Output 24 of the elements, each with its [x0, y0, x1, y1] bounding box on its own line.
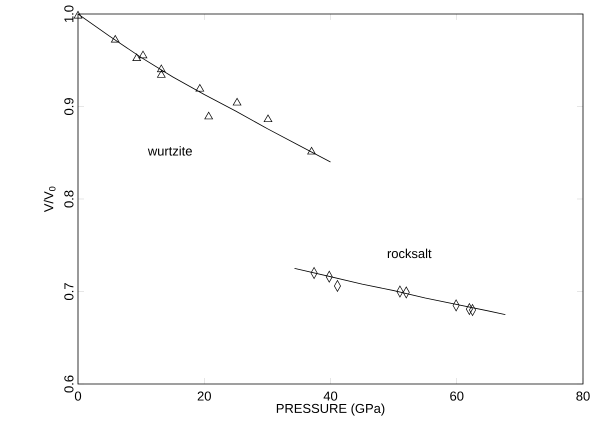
y-tick-label: 0.6	[64, 376, 74, 392]
point	[111, 35, 120, 42]
point	[204, 112, 213, 120]
point	[138, 50, 148, 58]
point	[307, 146, 316, 154]
point	[232, 98, 242, 106]
point	[157, 70, 166, 78]
point	[132, 54, 141, 61]
x-tick-label: 0	[74, 392, 82, 401]
x-tick-label: 40	[324, 392, 338, 401]
annotation: rocksalt	[388, 248, 432, 258]
y-tick-label: 0.8	[64, 190, 74, 208]
annotation: wurtzite	[148, 146, 192, 156]
x-tick-label: 60	[450, 392, 464, 401]
point	[264, 114, 272, 122]
x-tick-label: 20	[198, 392, 211, 401]
y-tick-label: 0.7	[64, 283, 74, 300]
x-tick-label: 80	[576, 392, 590, 401]
y-axis-title: V/V$_{0}$	[44, 186, 56, 212]
y-tick-label: 1.0	[64, 5, 74, 22]
y-tick-label: 0.9	[64, 98, 74, 115]
x-axis-title: PRESSURE (GPa)	[276, 404, 384, 416]
point	[157, 64, 166, 72]
point	[196, 84, 204, 92]
